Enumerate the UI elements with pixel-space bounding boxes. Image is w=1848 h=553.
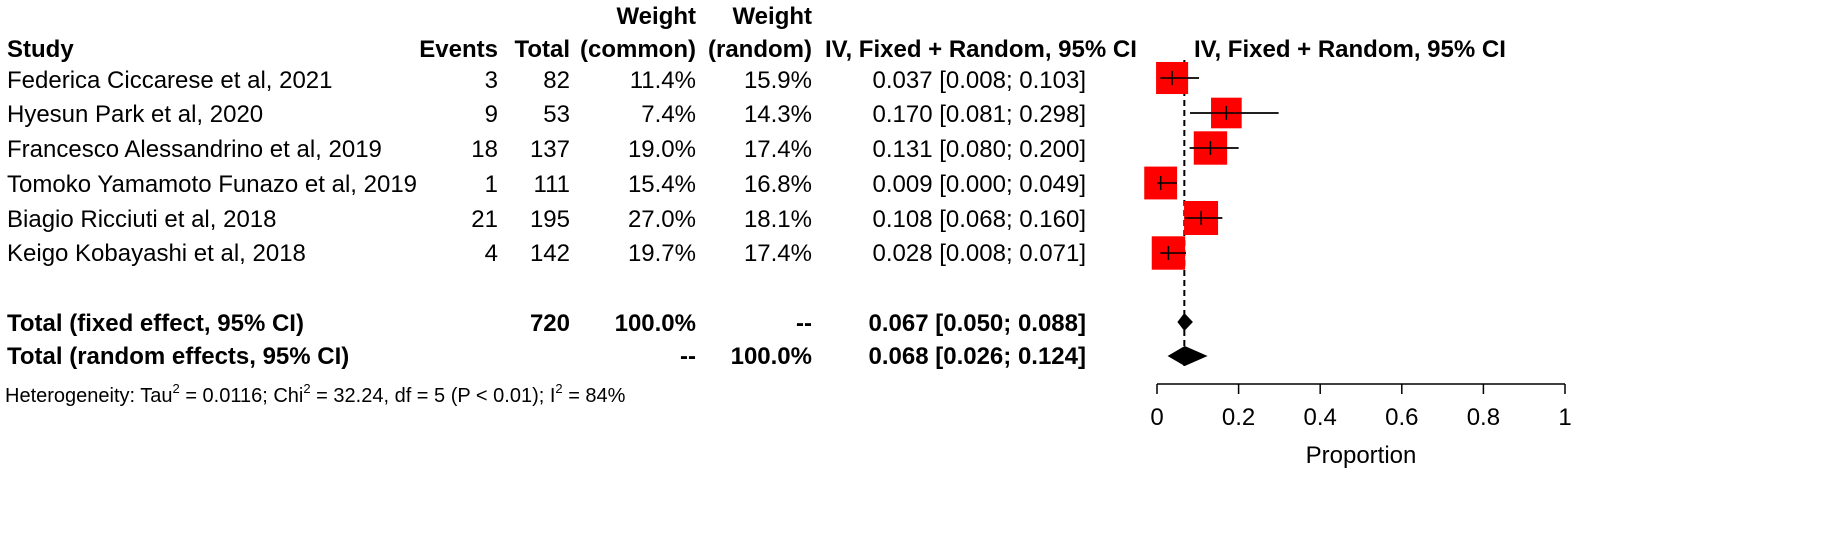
total-fixed-label: Total (fixed effect, 95% CI) — [7, 310, 304, 337]
study-weight-common: 27.0% — [627, 206, 696, 233]
x-tick-label: 0.8 — [1467, 404, 1500, 431]
study-total: 111 — [533, 171, 570, 198]
header-ci: IV, Fixed + Random, 95% CI — [825, 36, 1137, 63]
study-ci: 0.170 [0.081; 0.298] — [872, 101, 1086, 128]
study-name: Tomoko Yamamoto Funazo et al, 2019 — [7, 171, 418, 198]
study-ci: 0.108 [0.068; 0.160] — [872, 206, 1086, 233]
study-weight-common: 19.0% — [627, 136, 696, 163]
study-ci: 0.009 [0.000; 0.049] — [872, 171, 1086, 198]
x-tick-label: 0.4 — [1304, 404, 1337, 431]
study-weight-random: 15.9% — [743, 67, 812, 94]
x-tick-label: 1 — [1558, 404, 1571, 431]
study-events: 9 — [484, 101, 498, 128]
study-total: 142 — [529, 240, 570, 267]
study-weight-random: 17.4% — [743, 136, 812, 163]
heterogeneity-text: Heterogeneity: Tau2 = 0.0116; Chi2 = 32.… — [5, 381, 626, 407]
header-study: Study — [7, 36, 74, 63]
total-fixed-weight-common: 100.0% — [614, 310, 696, 337]
study-weight-common: 11.4% — [629, 67, 696, 94]
total-random-total: -- — [680, 343, 696, 370]
study-name: Biagio Ricciuti et al, 2018 — [7, 206, 277, 233]
study-name: Hyesun Park et al, 2020 — [7, 101, 264, 128]
study-name: Keigo Kobayashi et al, 2018 — [7, 240, 306, 267]
header-events: Events — [419, 36, 498, 63]
study-weight-common: 7.4% — [641, 101, 696, 128]
study-name: Francesco Alessandrino et al, 2019 — [7, 136, 382, 163]
study-events: 18 — [471, 136, 498, 163]
header-weight-common-1: Weight — [616, 3, 696, 30]
study-ci: 0.131 [0.080; 0.200] — [872, 136, 1086, 163]
total-fixed-total: 720 — [529, 310, 570, 337]
x-axis-label: Proportion — [1306, 442, 1417, 469]
study-total: 82 — [543, 67, 570, 94]
study-name: Federica Ciccarese et al, 2021 — [7, 67, 333, 94]
study-weight-random: 16.8% — [743, 171, 812, 198]
study-weight-random: 17.4% — [743, 240, 812, 267]
study-events: 1 — [484, 171, 498, 198]
header-weight-random-2: (random) — [708, 36, 812, 63]
total-fixed-ci: 0.067 [0.050; 0.088] — [868, 310, 1087, 337]
total-random-ci: 0.068 [0.026; 0.124] — [868, 343, 1087, 370]
x-tick-label: 0.6 — [1385, 404, 1418, 431]
study-total: 195 — [529, 206, 570, 233]
study-total: 53 — [543, 101, 570, 128]
random-effects-diamond — [1167, 346, 1208, 366]
study-weight-common: 19.7% — [627, 240, 696, 267]
study-weight-common: 15.4% — [627, 171, 696, 198]
study-events: 3 — [484, 67, 498, 94]
x-tick-label: 0.2 — [1222, 404, 1255, 431]
study-events: 4 — [484, 240, 498, 267]
study-events: 21 — [471, 206, 498, 233]
study-ci: 0.028 [0.008; 0.071] — [872, 240, 1086, 267]
header-weight-random-1: Weight — [732, 3, 812, 30]
x-tick-label: 0 — [1150, 404, 1163, 431]
total-random-weight-random: 100.0% — [730, 343, 812, 370]
header-total: Total — [514, 36, 570, 63]
header-plot: IV, Fixed + Random, 95% CI — [1194, 36, 1506, 63]
study-weight-random: 18.1% — [743, 206, 812, 233]
fixed-effect-diamond — [1177, 313, 1193, 331]
header-weight-common-2: (common) — [580, 36, 696, 63]
total-fixed-weight-random: -- — [796, 310, 812, 337]
total-random-label: Total (random effects, 95% CI) — [7, 343, 350, 370]
study-weight-random: 14.3% — [743, 101, 812, 128]
study-ci: 0.037 [0.008; 0.103] — [872, 67, 1086, 94]
study-total: 137 — [529, 136, 570, 163]
